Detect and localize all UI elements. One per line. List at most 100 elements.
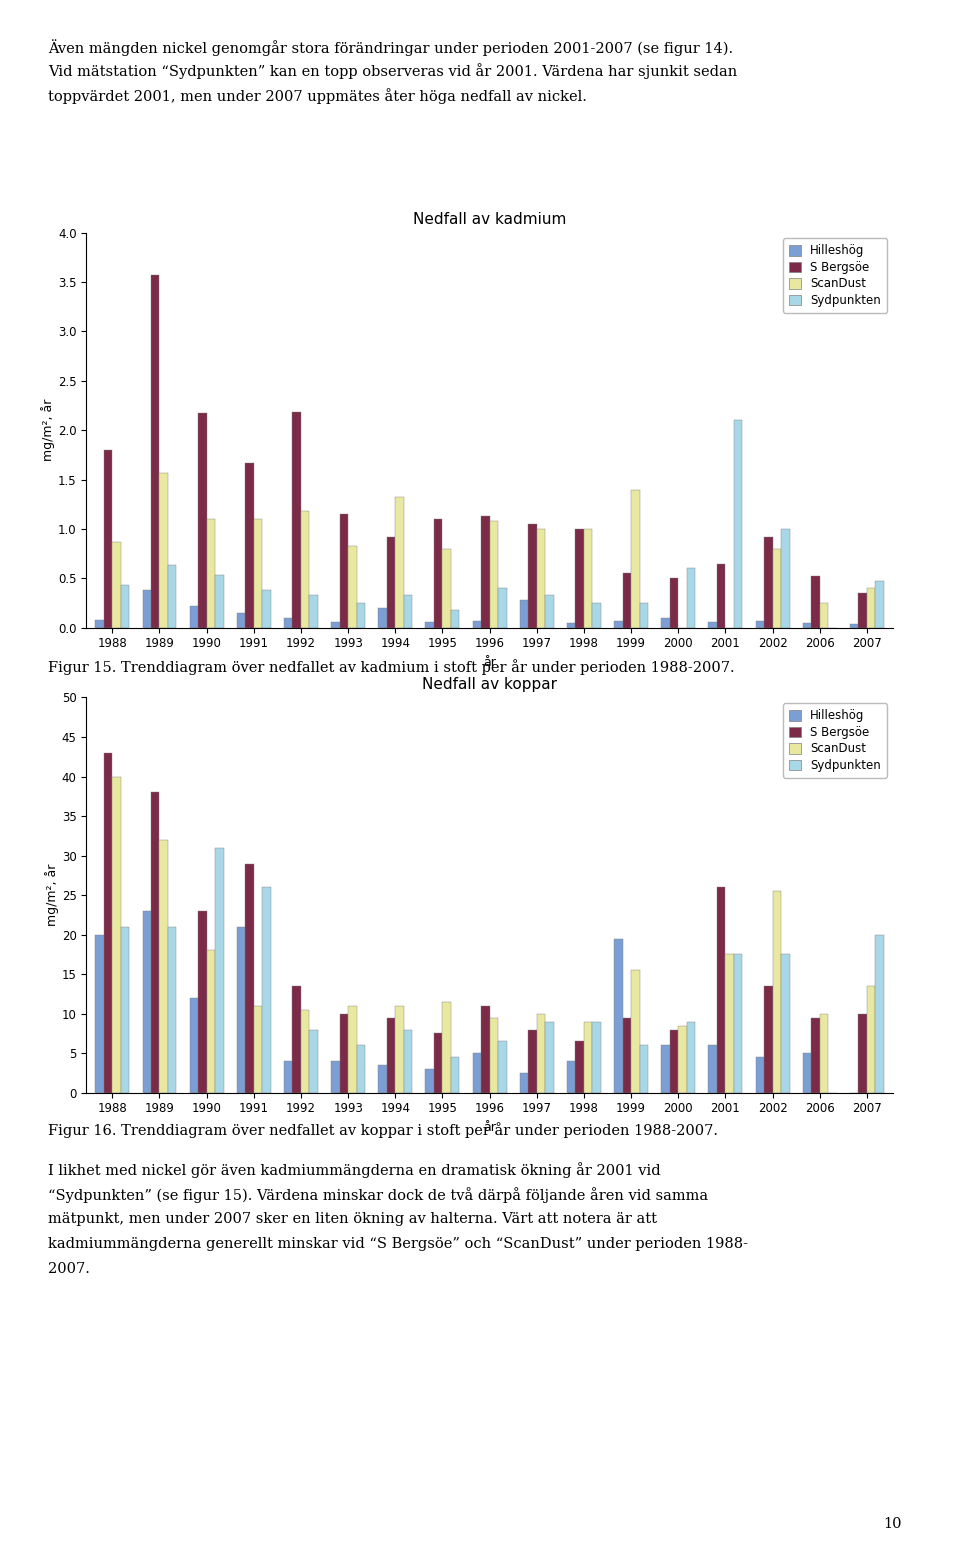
- Bar: [686, 1021, 695, 1093]
- Bar: [246, 463, 253, 628]
- Bar: [387, 1018, 396, 1093]
- Bar: [121, 586, 130, 628]
- Bar: [142, 591, 151, 628]
- Bar: [168, 927, 177, 1093]
- Bar: [575, 1042, 584, 1093]
- Bar: [773, 891, 781, 1093]
- Bar: [215, 575, 224, 628]
- Bar: [803, 623, 811, 628]
- Bar: [686, 569, 695, 628]
- Bar: [498, 589, 507, 628]
- Bar: [246, 863, 253, 1093]
- Text: 10: 10: [883, 1517, 902, 1531]
- Bar: [356, 603, 365, 628]
- Bar: [858, 594, 867, 628]
- Bar: [623, 1018, 631, 1093]
- Bar: [95, 935, 104, 1093]
- Bar: [104, 753, 112, 1093]
- Bar: [756, 1057, 764, 1093]
- Bar: [678, 1026, 686, 1093]
- Bar: [293, 986, 301, 1093]
- X-axis label: år: år: [483, 656, 496, 670]
- Bar: [592, 1021, 601, 1093]
- Bar: [293, 412, 301, 628]
- Bar: [121, 927, 130, 1093]
- Bar: [112, 777, 121, 1093]
- Bar: [592, 603, 601, 628]
- Y-axis label: mg/m², år: mg/m², år: [45, 863, 59, 927]
- Bar: [151, 792, 159, 1093]
- Bar: [867, 589, 876, 628]
- Bar: [639, 603, 648, 628]
- Bar: [867, 986, 876, 1093]
- Text: kadmiummängderna generellt minskar vid “S Bergsöe” och “ScanDust” under perioden: kadmiummängderna generellt minskar vid “…: [48, 1237, 748, 1251]
- Bar: [773, 549, 781, 628]
- Bar: [151, 274, 159, 628]
- Bar: [781, 529, 789, 628]
- Bar: [348, 1006, 356, 1093]
- Bar: [670, 578, 678, 628]
- Bar: [198, 911, 206, 1093]
- Bar: [190, 606, 198, 628]
- Bar: [425, 1070, 434, 1093]
- Bar: [253, 1006, 262, 1093]
- Bar: [661, 1045, 670, 1093]
- Bar: [95, 620, 104, 628]
- Bar: [301, 1009, 309, 1093]
- Bar: [331, 1062, 340, 1093]
- Bar: [519, 600, 528, 628]
- Bar: [545, 1021, 554, 1093]
- Bar: [284, 1062, 293, 1093]
- Bar: [623, 574, 631, 628]
- Text: Figur 16. Trenddiagram över nedfallet av koppar i stoft per år under perioden 19: Figur 16. Trenddiagram över nedfallet av…: [48, 1122, 718, 1138]
- Bar: [451, 1057, 460, 1093]
- Bar: [284, 618, 293, 628]
- Bar: [639, 1045, 648, 1093]
- Bar: [396, 1006, 404, 1093]
- Text: Även mängden nickel genomgår stora förändringar under perioden 2001-2007 (se fig: Även mängden nickel genomgår stora förän…: [48, 39, 733, 56]
- Bar: [190, 998, 198, 1093]
- Bar: [237, 927, 246, 1093]
- Bar: [726, 955, 733, 1093]
- Bar: [387, 536, 396, 628]
- Bar: [733, 955, 742, 1093]
- Bar: [472, 1054, 481, 1093]
- Bar: [708, 1045, 717, 1093]
- Bar: [159, 840, 168, 1093]
- Bar: [443, 549, 451, 628]
- Bar: [584, 529, 592, 628]
- Bar: [262, 591, 271, 628]
- Bar: [237, 612, 246, 628]
- Bar: [104, 449, 112, 628]
- Bar: [498, 1042, 507, 1093]
- Text: I likhet med nickel gör även kadmiummängderna en dramatisk ökning år 2001 vid: I likhet med nickel gör även kadmiummäng…: [48, 1162, 660, 1178]
- Bar: [340, 515, 348, 628]
- Bar: [215, 848, 224, 1093]
- Bar: [206, 519, 215, 628]
- Bar: [206, 950, 215, 1093]
- Bar: [614, 622, 623, 628]
- Bar: [112, 542, 121, 628]
- Bar: [490, 1018, 498, 1093]
- Text: 2007.: 2007.: [48, 1262, 90, 1276]
- Text: Figur 15. Trenddiagram över nedfallet av kadmium i stoft per år under perioden 1: Figur 15. Trenddiagram över nedfallet av…: [48, 659, 734, 674]
- Bar: [434, 519, 443, 628]
- Bar: [820, 603, 828, 628]
- Bar: [537, 529, 545, 628]
- Bar: [545, 595, 554, 628]
- Bar: [262, 887, 271, 1093]
- Bar: [717, 887, 726, 1093]
- Text: Vid mätstation “Sydpunkten” kan en topp observeras vid år 2001. Värdena har sjun: Vid mätstation “Sydpunkten” kan en topp …: [48, 64, 737, 79]
- X-axis label: år: år: [483, 1121, 496, 1135]
- Bar: [575, 529, 584, 628]
- Bar: [733, 420, 742, 628]
- Bar: [356, 1045, 365, 1093]
- Bar: [301, 512, 309, 628]
- Bar: [443, 1001, 451, 1093]
- Bar: [584, 1021, 592, 1093]
- Bar: [425, 622, 434, 628]
- Bar: [490, 521, 498, 628]
- Bar: [537, 1014, 545, 1093]
- Text: toppvärdet 2001, men under 2007 uppmätes åter höga nedfall av nickel.: toppvärdet 2001, men under 2007 uppmätes…: [48, 88, 587, 104]
- Bar: [519, 1073, 528, 1093]
